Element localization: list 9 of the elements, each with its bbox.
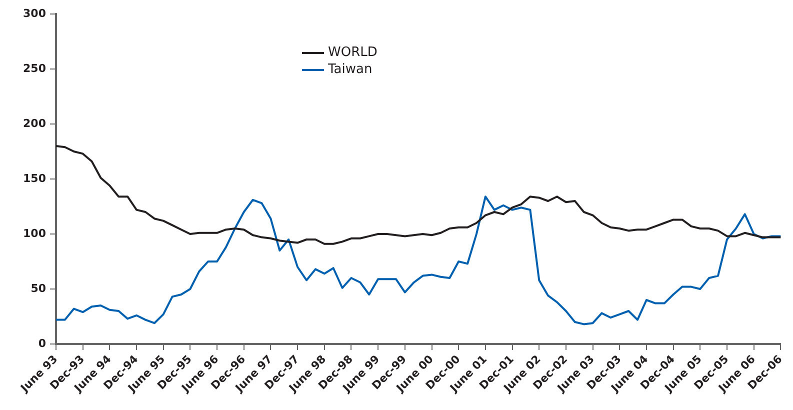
y-tick-label: 0 [38, 336, 46, 350]
y-tick-label: 150 [23, 172, 46, 185]
y-tick-label: 50 [30, 282, 46, 295]
legend-label: Taiwan [328, 62, 372, 77]
y-tick-label: 300 [23, 6, 46, 20]
legend-label: WORLD [328, 45, 378, 60]
y-tick-label: 200 [23, 116, 46, 130]
y-tick-label: 100 [23, 226, 46, 240]
y-tick-label: 250 [23, 62, 46, 75]
